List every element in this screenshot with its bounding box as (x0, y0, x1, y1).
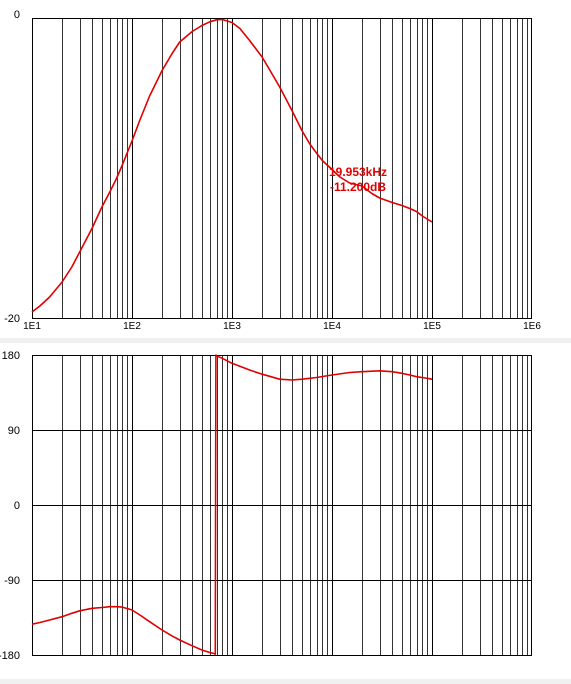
y-tick-label: 0 (14, 500, 20, 512)
x-tick-label: 1E5 (423, 321, 441, 332)
annotation-label: 19.953kHz (329, 165, 387, 179)
annotation-label: -11.200dB (330, 180, 386, 194)
x-tick-label: 1E2 (123, 321, 141, 332)
y-tick-label: -90 (4, 575, 20, 587)
y-tick-label: -180 (0, 650, 20, 662)
magnitude-plot-panel: 0 -20 1E1 1E2 1E3 1E4 1E5 1E6 19.953kHz -11.200dB (0, 0, 571, 338)
x-tick-label: 1E6 (523, 321, 541, 332)
series-line (31, 354, 433, 656)
grid (32, 18, 532, 319)
phase-plot: 180 90 0 -90 -180 (0, 350, 532, 662)
phase-plot-panel: 180 90 0 -90 -180 (0, 343, 571, 679)
x-tick-label: 1E1 (23, 321, 41, 332)
series-line (31, 18, 433, 313)
y-tick-label: 0 (14, 9, 20, 21)
x-tick-label: 1E3 (223, 321, 241, 332)
grid (32, 355, 532, 656)
x-tick-label: 1E4 (323, 321, 341, 332)
y-tick-label: -20 (4, 313, 20, 325)
y-tick-label: 90 (8, 425, 20, 437)
y-tick-label: 180 (2, 350, 20, 362)
